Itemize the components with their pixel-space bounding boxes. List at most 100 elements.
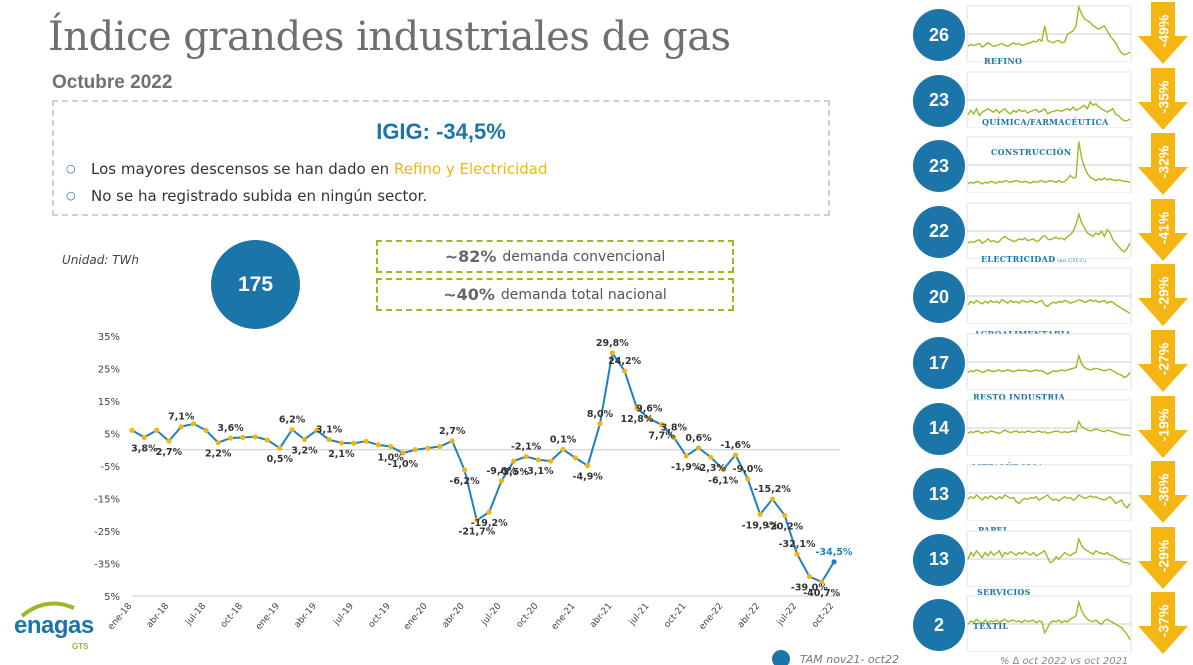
data-point — [794, 551, 800, 557]
data-label: 0,1% — [550, 434, 577, 445]
x-tick-label: oct-22 — [810, 602, 836, 630]
data-label: -15,2% — [754, 484, 791, 495]
x-tick-label: jul-20 — [479, 601, 504, 628]
data-label: -40,7% — [803, 588, 840, 599]
data-point — [695, 445, 702, 451]
sector-row: 13 -29% — [905, 525, 1193, 589]
data-point — [523, 453, 529, 460]
data-point — [646, 415, 652, 422]
demand-label: demanda convencional — [502, 248, 666, 265]
data-label: 2,7% — [439, 426, 466, 437]
data-label: -32,1% — [779, 539, 816, 550]
data-point — [351, 440, 357, 446]
sector-value-circle: 23 — [913, 140, 965, 193]
sector-name: RESTO INDUSTRIA — [973, 392, 1066, 402]
enagas-logo: enagas GTS — [14, 598, 94, 660]
sector-sparkline — [966, 136, 1132, 194]
data-label: 0,6% — [685, 433, 712, 444]
sector-change-label: -49% — [1155, 14, 1171, 48]
data-label: -6,1% — [708, 476, 739, 487]
page-subtitle: Octubre 2022 — [52, 72, 173, 93]
sector-sparkline — [966, 595, 1132, 653]
y-tick-label: 35% — [98, 332, 120, 343]
data-label: -9,6% — [486, 466, 517, 477]
down-arrow-icon: -27% — [1138, 330, 1188, 394]
arrow-shape — [1138, 133, 1188, 196]
data-label: -19,2% — [471, 518, 508, 529]
data-point — [819, 579, 825, 585]
data-label: 2,2% — [205, 449, 232, 460]
circle-bullet-icon: ○ — [66, 162, 76, 175]
arrow-shape — [1138, 395, 1188, 458]
data-label: -3,1% — [523, 466, 554, 477]
data-point — [498, 478, 505, 484]
data-point — [831, 559, 837, 565]
data-point — [708, 454, 714, 460]
down-arrow-icon: -49% — [1138, 2, 1188, 66]
data-label: 3,8% — [661, 422, 688, 433]
sparkline-line — [967, 494, 1131, 510]
x-tick-label: abr-18 — [145, 601, 172, 630]
sparkline-line — [967, 352, 1131, 379]
sparkline-line — [967, 100, 1131, 121]
legend-marker — [772, 650, 790, 665]
summary-box: IGIG: -34,5% ○ Los mayores descensos se … — [52, 100, 830, 216]
data-point — [720, 466, 726, 473]
data-label: 0,5% — [267, 454, 294, 465]
y-tick-label: 25% — [98, 365, 120, 376]
data-point — [326, 437, 332, 443]
x-tick-label: oct-21 — [662, 602, 688, 630]
sector-row: 14 -19% — [905, 394, 1193, 458]
y-tick-label: 15% — [98, 397, 120, 408]
summary-bullets: ○ Los mayores descensos se han dado en R… — [66, 155, 547, 209]
unit-label: Unidad: TWh — [62, 253, 139, 267]
y-tick-label: -5% — [101, 462, 120, 473]
logo-sub: GTS — [72, 642, 89, 651]
legend-label: TAM nov21- oct22 — [800, 653, 899, 665]
data-point — [154, 427, 160, 433]
x-tick-label: jul-22 — [775, 602, 800, 629]
sector-value-circle: 13 — [913, 533, 965, 586]
sector-change-label: -29% — [1155, 277, 1171, 310]
sparkline-line — [967, 599, 1131, 641]
data-label: 12,8% — [620, 414, 653, 425]
x-tick-label: oct-20 — [515, 601, 541, 630]
data-point — [806, 573, 812, 580]
sector-sparkline — [966, 333, 1132, 390]
data-label: 7,1% — [168, 412, 195, 423]
data-label: -9,0% — [733, 464, 764, 475]
data-point — [634, 405, 640, 411]
data-point — [486, 509, 492, 515]
sector-change-label: -29% — [1155, 539, 1171, 573]
data-label: -6,2% — [449, 476, 480, 487]
data-point — [585, 463, 591, 469]
sector-name: QUÍMICA/FARMACÉUTICA — [982, 117, 1109, 127]
sector-value-circle: 17 — [913, 337, 965, 389]
data-point — [129, 427, 135, 433]
x-tick-label: oct-18 — [219, 601, 245, 630]
data-point — [560, 446, 566, 453]
data-label: 9,6% — [636, 404, 663, 415]
page-title: Índice grandes industriales de gas — [48, 14, 731, 60]
sector-sparkline — [966, 202, 1132, 259]
data-point — [252, 434, 258, 440]
data-point — [548, 458, 554, 464]
arrow-shape — [1138, 526, 1188, 589]
data-label: 2,7% — [156, 447, 183, 458]
arrow-shape — [1138, 67, 1188, 130]
x-tick-label: ene-20 — [402, 601, 430, 632]
x-tick-label: ene-22 — [698, 602, 726, 633]
data-point — [388, 443, 394, 450]
sector-value-circle: 20 — [913, 271, 965, 324]
data-point — [449, 438, 455, 444]
logo-swoosh-icon — [20, 601, 75, 618]
data-label: 7,7% — [648, 431, 675, 442]
data-label: 6,2% — [279, 415, 306, 426]
data-point — [166, 438, 172, 444]
down-arrow-icon: -41% — [1138, 198, 1188, 263]
x-tick-label: ene-19 — [254, 601, 282, 632]
data-label: 24,2% — [608, 356, 641, 367]
sector-name: SERVICIOS — [977, 587, 1031, 597]
data-point — [597, 421, 603, 427]
arrow-shape — [1138, 198, 1188, 261]
